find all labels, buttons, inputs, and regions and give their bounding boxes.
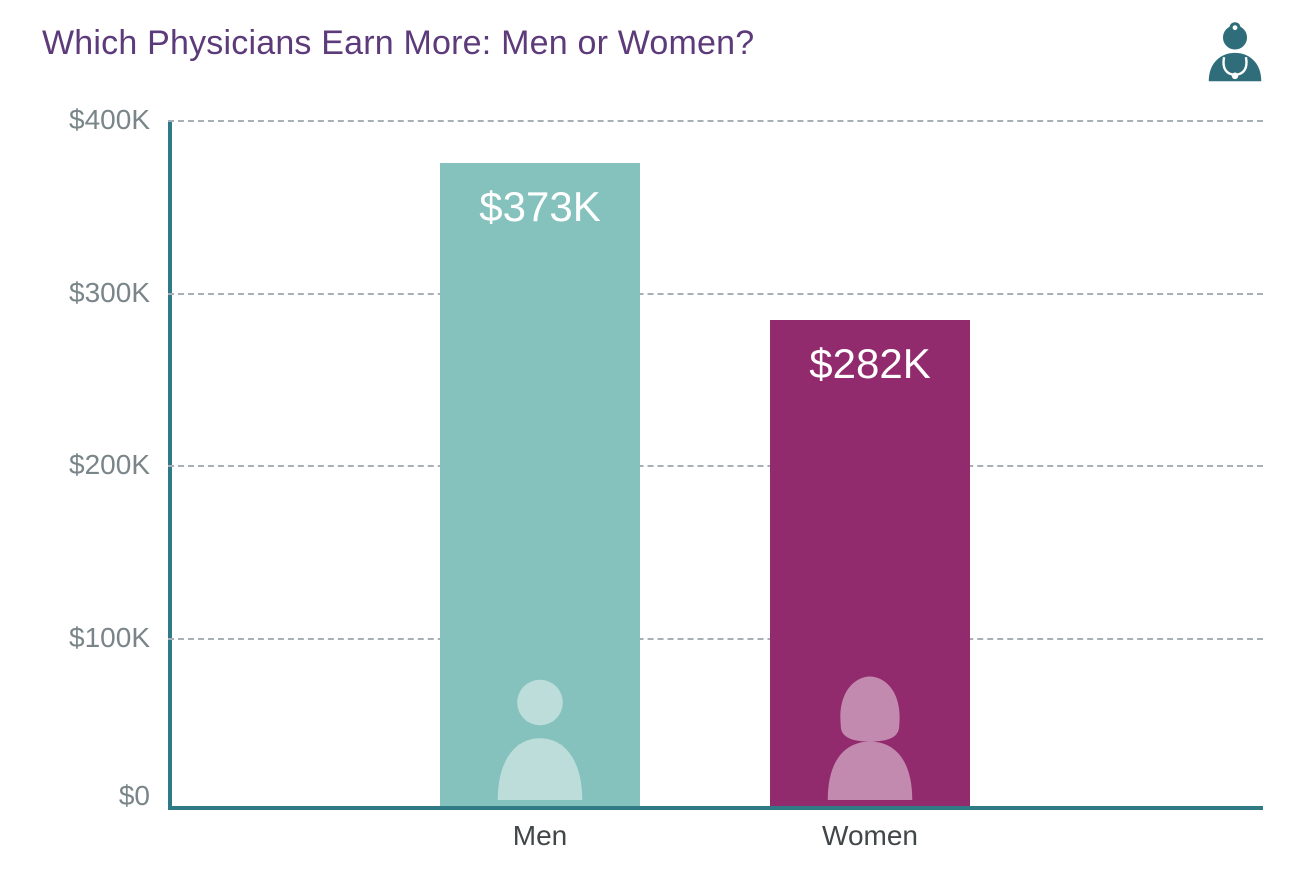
- x-category-label: Women: [822, 820, 918, 852]
- gridline: [168, 293, 1263, 295]
- doctor-female-icon: [805, 670, 935, 800]
- chart-container: Which Physicians Earn More: Men or Women…: [0, 0, 1290, 878]
- chart-title: Which Physicians Earn More: Men or Women…: [42, 24, 754, 63]
- bar-women: $282K: [770, 320, 970, 806]
- x-axis-line: [168, 806, 1263, 810]
- bar-value-label: $282K: [770, 340, 970, 388]
- y-tick-label: $200K: [10, 449, 150, 481]
- doctor-male-icon: [475, 670, 605, 800]
- gridline: [168, 638, 1263, 640]
- bar-value-label: $373K: [440, 183, 640, 231]
- y-tick-label: $300K: [10, 277, 150, 309]
- gridline: [168, 465, 1263, 467]
- plot-area: $0$100K$200K$300K$400K$373K Men$282K Wom…: [168, 120, 1263, 810]
- gridline: [168, 120, 1263, 122]
- y-tick-label: $100K: [10, 622, 150, 654]
- bar-men: $373K: [440, 163, 640, 806]
- x-category-label: Men: [513, 820, 567, 852]
- y-tick-label: $0: [10, 780, 150, 812]
- y-tick-label: $400K: [10, 104, 150, 136]
- physician-icon: [1200, 20, 1270, 90]
